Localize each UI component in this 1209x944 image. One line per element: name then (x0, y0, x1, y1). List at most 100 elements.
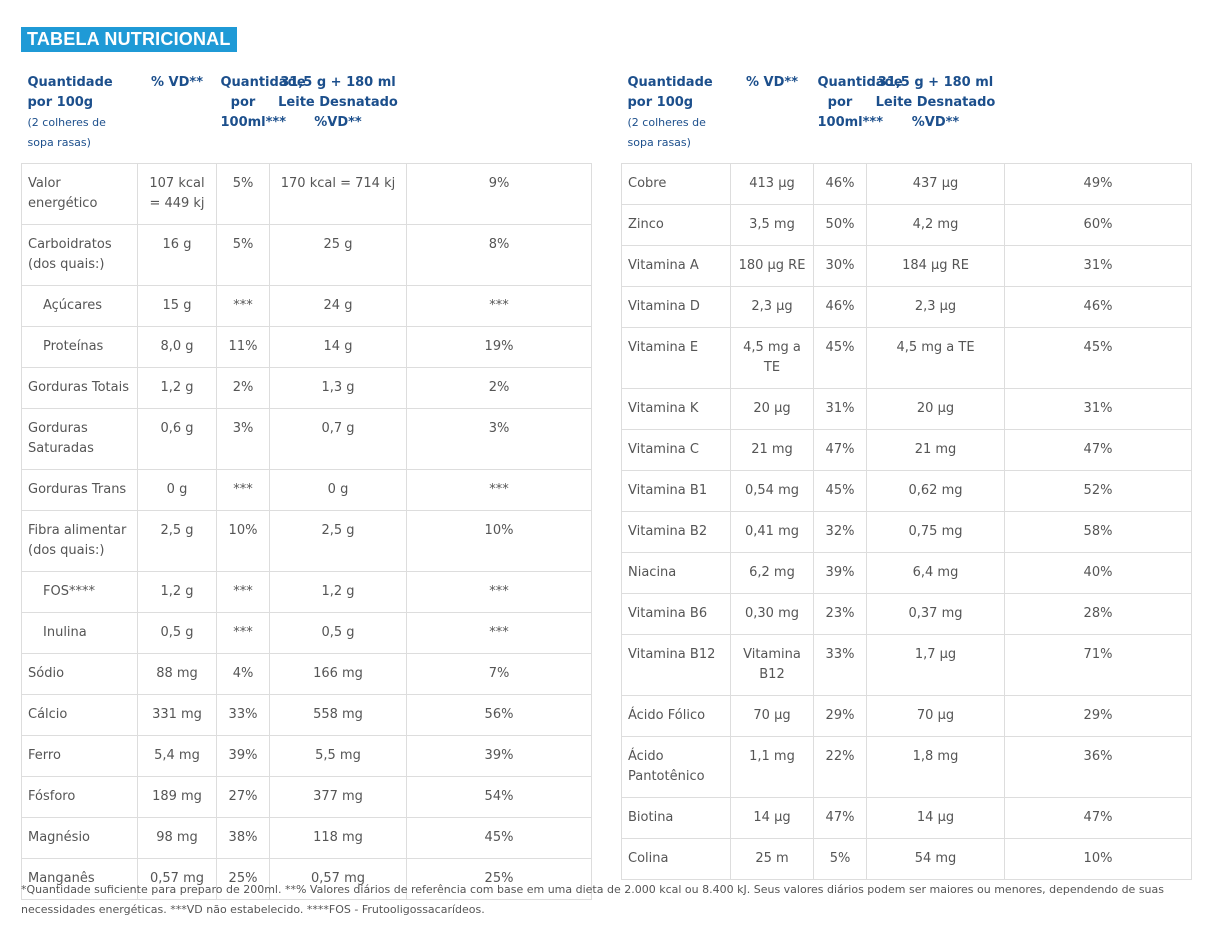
percent-vd: 33% (813, 634, 867, 696)
percent-vd: *** (216, 571, 270, 613)
table-left: Quantidade por 100g (2 colheres de sopa … (21, 71, 592, 900)
table-row: Vitamina D 2,3 µg 46% 2,3 µg 46% (621, 286, 1192, 328)
percent-vd: 47% (813, 797, 867, 839)
nutrient-name: Valor energético (21, 163, 138, 225)
percent-vd: 27% (216, 776, 270, 818)
nutrient-name: Vitamina B1 (621, 470, 731, 512)
percent-vd-leite: 40% (1004, 552, 1192, 594)
quantity-100ml: 1,8 mg (866, 736, 1005, 798)
quantity-100g: 70 µg (730, 695, 814, 737)
quantity-100ml: 2,3 µg (866, 286, 1005, 328)
table-row: Gorduras Totais 1,2 g 2% 1,3 g 2% (21, 367, 592, 409)
quantity-100g: 1,2 g (137, 571, 217, 613)
percent-vd-leite: 45% (406, 817, 592, 859)
quantity-100g: 2,3 µg (730, 286, 814, 328)
quantity-100ml: 14 µg (866, 797, 1005, 839)
nutrient-name: Vitamina B12 (621, 634, 731, 696)
quantity-100ml: 25 g (269, 224, 407, 286)
percent-vd: 5% (216, 163, 270, 225)
percent-vd: *** (216, 469, 270, 511)
quantity-100ml: 14 g (269, 326, 407, 368)
percent-vd-leite: 7% (406, 653, 592, 695)
quantity-100g: 4,5 mg a TE (730, 327, 814, 389)
quantity-100g: 0 g (137, 469, 217, 511)
table-row: Niacina 6,2 mg 39% 6,4 mg 40% (621, 552, 1192, 594)
percent-vd: 23% (813, 593, 867, 635)
nutrient-name: Gorduras Saturadas (21, 408, 138, 470)
quantity-100ml: 6,4 mg (866, 552, 1005, 594)
quantity-100ml: 377 mg (269, 776, 407, 818)
nutrient-name: Vitamina C (621, 429, 731, 471)
percent-vd: 46% (813, 286, 867, 328)
quantity-100ml: 0,62 mg (866, 470, 1005, 512)
nutrient-name: Gorduras Totais (21, 367, 138, 409)
percent-vd-leite: 3% (406, 408, 592, 470)
table-row: FOS**** 1,2 g *** 1,2 g *** (21, 571, 592, 613)
quantity-100g: 180 µg RE (730, 245, 814, 287)
header-vd: % VD** (746, 75, 798, 90)
quantity-100g: 16 g (137, 224, 217, 286)
table-row: Ferro 5,4 mg 39% 5,5 mg 39% (21, 735, 592, 777)
table-right: Quantidade por 100g (2 colheres de sopa … (621, 71, 1192, 880)
table-row: Cobre 413 µg 46% 437 µg 49% (621, 163, 1192, 205)
nutrient-name: Zinco (621, 204, 731, 246)
quantity-100ml: 0,5 g (269, 612, 407, 654)
percent-vd-leite: 31% (1004, 245, 1192, 287)
percent-vd: 31% (813, 388, 867, 430)
header-quantity-100g-sub: (2 colheres de sopa rasas) (27, 116, 106, 149)
header-vd: % VD** (151, 75, 203, 90)
table-right-body: Cobre 413 µg 46% 437 µg 49% Zinco 3,5 mg 50% 4,2… (621, 163, 1192, 880)
quantity-100ml: 24 g (269, 285, 407, 327)
table-row: Manganês 0,57 mg 25% 0,57 mg 25% (21, 858, 592, 900)
percent-vd-leite: *** (406, 285, 592, 327)
percent-vd: 32% (813, 511, 867, 553)
table-row: Zinco 3,5 mg 50% 4,2 mg 60% (621, 204, 1192, 246)
quantity-100ml: 1,7 µg (866, 634, 1005, 696)
percent-vd: 38% (216, 817, 270, 859)
percent-vd: 29% (813, 695, 867, 737)
percent-vd-leite: 29% (1004, 695, 1192, 737)
percent-vd: 33% (216, 694, 270, 736)
quantity-100g: 0,30 mg (730, 593, 814, 635)
table-row: Vitamina B12 Vitamina B12 33% 1,7 µg 71% (621, 634, 1192, 696)
percent-vd-leite: 2% (406, 367, 592, 409)
quantity-100ml: 0,57 mg (269, 858, 407, 900)
nutrient-name: Manganês (21, 858, 138, 900)
quantity-100ml: 0,37 mg (866, 593, 1005, 635)
percent-vd-leite: 31% (1004, 388, 1192, 430)
table-row: Vitamina A 180 µg RE 30% 184 µg RE 31% (621, 245, 1192, 287)
quantity-100g: 1,2 g (137, 367, 217, 409)
quantity-100ml: 170 kcal = 714 kj (269, 163, 407, 225)
quantity-100g: 21 mg (730, 429, 814, 471)
table-row: Cálcio 331 mg 33% 558 mg 56% (21, 694, 592, 736)
quantity-100ml: 21 mg (866, 429, 1005, 471)
table-row: Biotina 14 µg 47% 14 µg 47% (621, 797, 1192, 839)
nutrient-name: Carboidratos (dos quais:) (21, 224, 138, 286)
percent-vd: 22% (813, 736, 867, 798)
percent-vd: 39% (813, 552, 867, 594)
quantity-100ml: 118 mg (269, 817, 407, 859)
percent-vd-leite: *** (406, 612, 592, 654)
table-row: Vitamina K 20 µg 31% 20 µg 31% (621, 388, 1192, 430)
quantity-100g: 8,0 g (137, 326, 217, 368)
percent-vd: 2% (216, 367, 270, 409)
table-row: Carboidratos (dos quais:) 16 g 5% 25 g 8% (21, 224, 592, 286)
percent-vd-leite: 8% (406, 224, 592, 286)
table-row: Magnésio 98 mg 38% 118 mg 45% (21, 817, 592, 859)
percent-vd: 5% (813, 838, 867, 880)
footnote: *Quantidade suficiente para preparo de 2… (21, 883, 1164, 916)
percent-vd-leite: 49% (1004, 163, 1192, 205)
percent-vd: 5% (216, 224, 270, 286)
quantity-100g: 0,54 mg (730, 470, 814, 512)
nutrient-name: Vitamina K (621, 388, 731, 430)
table-row: Vitamina C 21 mg 47% 21 mg 47% (621, 429, 1192, 471)
table-left-body: Valor energético 107 kcal = 449 kj 5% 170 k… (21, 163, 592, 900)
nutrient-name: Ácido Pantotênico (621, 736, 731, 798)
header-quantity-100ml: Quantidade por 100ml*** (817, 75, 903, 130)
page-title: TABELA NUTRICIONAL (21, 27, 237, 52)
quantity-100g: 331 mg (137, 694, 217, 736)
nutrient-name: Vitamina B6 (621, 593, 731, 635)
quantity-100ml: 1,3 g (269, 367, 407, 409)
table-row: Ácido Pantotênico 1,1 mg 22% 1,8 mg 36% (621, 736, 1192, 798)
percent-vd: 45% (813, 327, 867, 389)
